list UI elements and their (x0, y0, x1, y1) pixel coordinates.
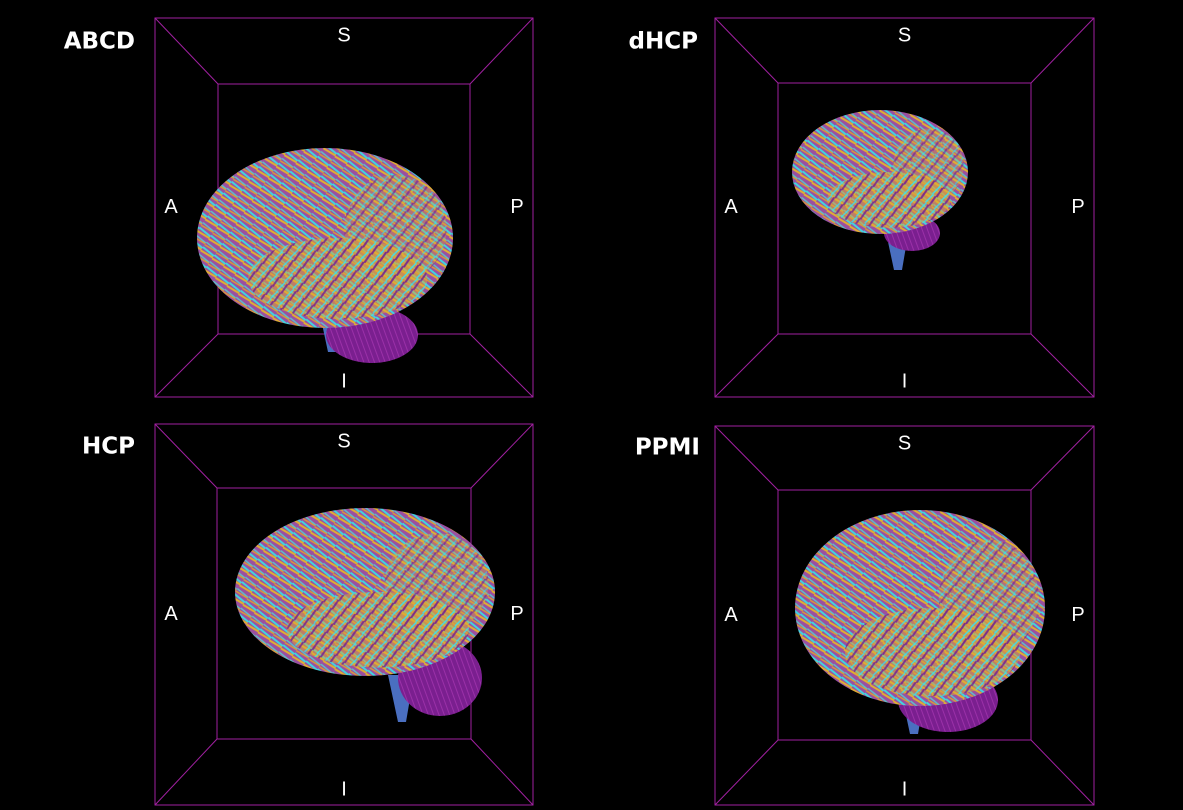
orientation-label: P (510, 603, 523, 625)
perspective-edge (714, 739, 779, 806)
panel: dHCP S A P I (629, 17, 1095, 398)
occipital-region (938, 539, 1039, 657)
orientation-label: S (898, 432, 911, 454)
panel: ABCD S A P I (64, 17, 534, 398)
perspective-edge (154, 423, 218, 489)
outer-box (714, 425, 1095, 806)
perspective-edge (1030, 17, 1095, 84)
perspective-edge (714, 17, 779, 84)
orientation-label: P (510, 196, 523, 218)
orientation-label: A (164, 603, 178, 625)
panel: PPMI S A P I (635, 425, 1095, 806)
perspective-edge (714, 425, 779, 491)
occipital-region (344, 175, 447, 283)
perspective-edge (1030, 425, 1095, 491)
perspective-edge (154, 17, 219, 85)
perspective-edge (470, 423, 534, 489)
panel-title: HCP (82, 434, 135, 460)
orientation-label: I (902, 370, 908, 392)
orientation-label: A (164, 196, 178, 218)
perspective-edge (154, 333, 219, 398)
occipital-region (384, 533, 489, 634)
perspective-edge (470, 738, 534, 806)
perspective-edge (1030, 739, 1095, 806)
perspective-edge (714, 333, 779, 398)
perspective-edge (154, 738, 218, 806)
orientation-label: S (337, 430, 350, 452)
perspective-edge (469, 17, 534, 85)
orientation-label: A (724, 604, 738, 626)
orientation-label: S (898, 24, 911, 46)
outer-box (154, 423, 534, 806)
perspective-edge (1030, 333, 1095, 398)
inner-box (777, 82, 1032, 335)
orientation-label: S (337, 24, 350, 46)
orientation-label: P (1071, 604, 1084, 626)
panel-title: dHCP (629, 29, 698, 55)
outer-box (154, 17, 534, 398)
orientation-label: A (724, 196, 738, 218)
panel-title: PPMI (635, 435, 700, 461)
orientation-label: I (341, 778, 347, 800)
orientation-label: I (902, 778, 908, 800)
orientation-label: I (341, 370, 347, 392)
perspective-edge (469, 333, 534, 398)
panel: HCP S A P I (82, 423, 534, 806)
occipital-region (893, 128, 964, 203)
orientation-label: P (1071, 196, 1084, 218)
panel-title: ABCD (64, 29, 135, 55)
outer-box (714, 17, 1095, 398)
